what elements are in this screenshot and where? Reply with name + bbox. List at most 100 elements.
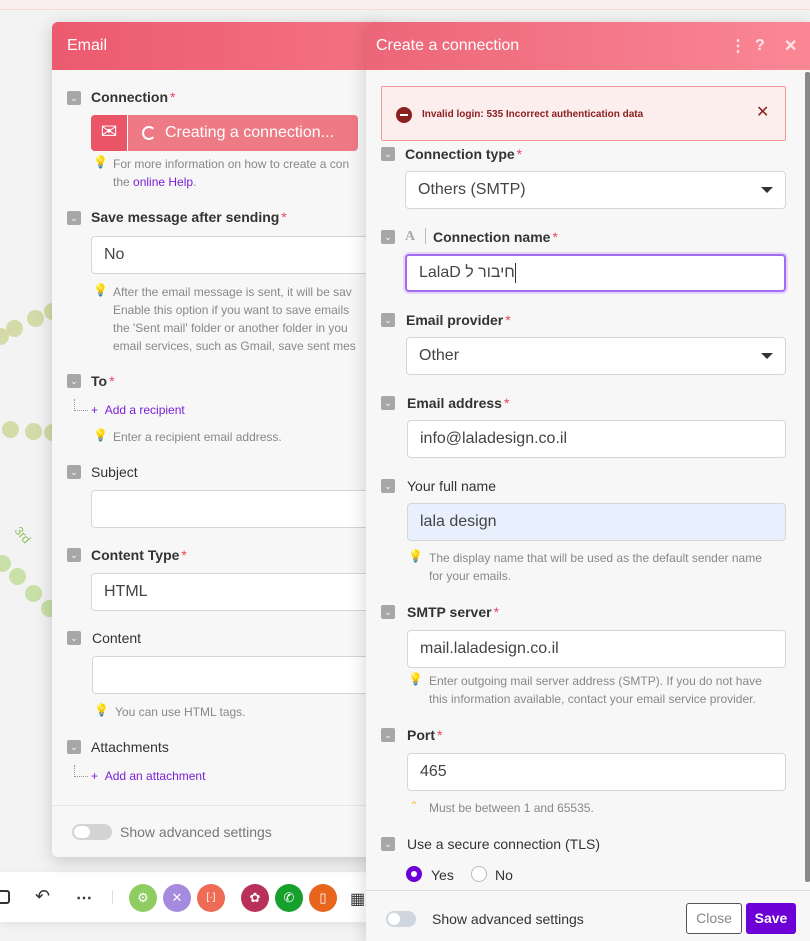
tls-yes-radio[interactable] (406, 866, 422, 882)
add-attachment-link[interactable]: + Add an attachment (91, 769, 206, 783)
dialog-title: Create a connection (376, 37, 520, 54)
lightbulb-icon: 💡 (93, 283, 108, 297)
lightbulb-icon: 💡 (93, 155, 108, 169)
connection-selector[interactable]: ✉ Creating a connection... (91, 115, 358, 151)
flow-control-icon[interactable]: ✕ (163, 884, 191, 912)
collapse-icon[interactable]: ⌄ (381, 230, 395, 244)
tls-no-radio[interactable] (471, 866, 487, 882)
collapse-icon[interactable]: ⌄ (381, 728, 395, 742)
smtp-server-label: SMTP server * (407, 604, 500, 620)
email-provider-select[interactable]: Other (406, 337, 786, 375)
more-options-icon[interactable]: ⋮ (730, 38, 746, 55)
to-hint: Enter a recipient email address. (113, 430, 282, 444)
dialog-header: Create a connection ⋮ ? ✕ (366, 22, 810, 70)
collapse-icon[interactable]: ⌄ (381, 147, 395, 161)
error-icon (396, 107, 412, 123)
to-label: To * (91, 373, 115, 389)
smtp-server-input[interactable]: mail.laladesign.co.il (407, 630, 786, 668)
chevron-up-icon: ⌃ (409, 799, 420, 813)
collapse-icon[interactable]: ⌄ (381, 396, 395, 410)
email-address-input[interactable]: info@laladesign.co.il (407, 420, 786, 458)
email-provider-label: Email provider * (406, 312, 511, 328)
advanced-settings-toggle[interactable] (72, 824, 112, 840)
advanced-settings-label: Show advanced settings (120, 824, 272, 840)
webhooks-icon[interactable]: ✿ (241, 884, 269, 912)
error-alert: Invalid login: 535 Incorrect authenticat… (381, 86, 786, 141)
advanced-settings-label: Show advanced settings (432, 911, 584, 927)
attachments-label: Attachments (91, 739, 169, 755)
content-type-select[interactable]: HTML (91, 573, 381, 611)
divider (52, 805, 366, 806)
online-help-link[interactable]: online Help (133, 175, 194, 189)
lightbulb-icon: 💡 (408, 672, 423, 686)
text-type-icon: A (405, 229, 416, 244)
full-name-label: Your full name (407, 478, 496, 494)
connection-label: Connection * (91, 89, 176, 105)
add-recipient-link[interactable]: + Add a recipient (91, 403, 185, 417)
scrollbar[interactable] (805, 72, 810, 882)
phone-icon[interactable]: ✆ (275, 884, 303, 912)
subject-input[interactable] (91, 490, 381, 528)
more-button[interactable]: ⋯ (76, 890, 92, 907)
email-panel-title: Email (67, 37, 108, 54)
undo-icon[interactable]: ↶ (35, 886, 51, 906)
full-name-hint: The display name that will be used as th… (429, 551, 762, 583)
collapse-icon[interactable]: ⌄ (67, 91, 81, 105)
close-button[interactable]: Close (686, 903, 742, 934)
spinner-icon (142, 126, 156, 140)
dropdown-caret-icon (761, 353, 773, 359)
connection-type-label: Connection type * (405, 146, 523, 162)
collapse-icon[interactable]: ⌄ (381, 313, 395, 327)
help-icon[interactable]: ? (755, 37, 765, 54)
collapse-icon[interactable]: ⌄ (67, 548, 81, 562)
collapse-icon[interactable]: ⌄ (381, 837, 395, 851)
content-label: Content (92, 630, 142, 646)
email-panel-header: Email (52, 22, 382, 70)
full-name-input[interactable]: lala design (407, 503, 786, 541)
save-message-label: Save message after sending * (91, 209, 287, 225)
smtp-server-hint: Enter outgoing mail server address (SMTP… (429, 674, 762, 706)
lightbulb-icon: 💡 (94, 703, 109, 717)
advanced-settings-toggle[interactable] (386, 911, 416, 927)
content-type-label: Content Type * (91, 547, 187, 563)
save-button[interactable]: Save (746, 903, 796, 934)
notes-icon[interactable] (0, 890, 10, 904)
error-message: Invalid login: 535 Incorrect authenticat… (422, 109, 644, 120)
collapse-icon[interactable]: ⌄ (67, 740, 81, 754)
collapse-icon[interactable]: ⌄ (381, 605, 395, 619)
save-message-select[interactable]: No (91, 236, 381, 274)
collapse-icon[interactable]: ⌄ (67, 631, 81, 645)
tls-yes-label: Yes (431, 867, 454, 883)
collapse-icon[interactable]: ⌄ (381, 479, 395, 493)
envelope-icon: ✉ (91, 115, 128, 151)
collapse-icon[interactable]: ⌄ (67, 465, 81, 479)
content-input[interactable] (92, 656, 382, 694)
collapse-icon[interactable]: ⌄ (67, 211, 81, 225)
tools-gear-icon[interactable]: ⚙ (129, 884, 157, 912)
dropdown-caret-icon (761, 187, 773, 193)
tls-label: Use a secure connection (TLS) (407, 836, 600, 852)
route-label: 3rd (11, 523, 34, 547)
close-icon[interactable]: ✕ (784, 38, 798, 55)
email-address-label: Email address * (407, 395, 510, 411)
subject-label: Subject (91, 464, 138, 480)
json-icon[interactable]: [·] (197, 884, 225, 912)
connection-name-input[interactable]: חיבור ל LalaD (405, 254, 786, 292)
connection-type-select[interactable]: Others (SMTP) (405, 171, 786, 209)
dismiss-error-icon[interactable]: ✕ (756, 104, 770, 121)
save-message-hint: After the email message is sent, it will… (113, 285, 356, 353)
top-bar (0, 0, 810, 10)
connection-name-label: Connection name * (433, 229, 558, 245)
port-label: Port * (407, 727, 443, 743)
documents-icon[interactable]: ▯ (309, 884, 337, 912)
connection-hint: For more information on how to create a … (113, 157, 350, 189)
lightbulb-icon: 💡 (93, 428, 108, 442)
port-hint: Must be between 1 and 65535. (429, 801, 594, 815)
tls-no-label: No (495, 867, 513, 883)
toolbar-divider (112, 890, 113, 904)
apps-grid-icon[interactable]: ▦ (350, 891, 366, 908)
tree-connector (74, 399, 88, 411)
content-hint: You can use HTML tags. (115, 705, 246, 719)
collapse-icon[interactable]: ⌄ (67, 374, 81, 388)
port-input[interactable]: 465 (407, 753, 786, 791)
